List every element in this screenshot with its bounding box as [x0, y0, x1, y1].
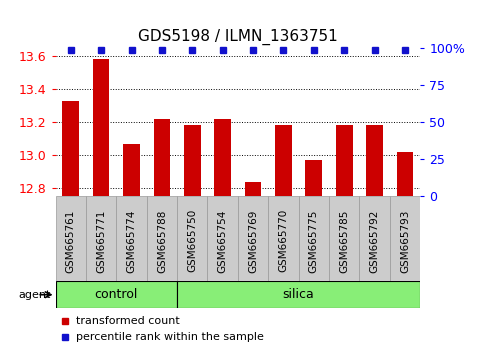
Bar [56, 196, 86, 281]
Text: GSM665775: GSM665775 [309, 209, 319, 273]
Text: percentile rank within the sample: percentile rank within the sample [76, 332, 264, 342]
Bar [116, 196, 147, 281]
Title: GDS5198 / ILMN_1363751: GDS5198 / ILMN_1363751 [138, 29, 338, 45]
Bar [298, 196, 329, 281]
Bar [147, 196, 177, 281]
Bar [214, 119, 231, 196]
Text: GSM665769: GSM665769 [248, 209, 258, 273]
Text: GSM665754: GSM665754 [218, 209, 227, 273]
Bar [177, 281, 420, 308]
Bar [123, 144, 140, 196]
Text: silica: silica [283, 288, 314, 301]
Text: GSM665774: GSM665774 [127, 209, 137, 273]
Text: GSM665792: GSM665792 [369, 209, 380, 273]
Bar [275, 125, 292, 196]
Text: agent: agent [18, 290, 51, 300]
Text: transformed count: transformed count [76, 316, 179, 326]
Bar [366, 125, 383, 196]
Bar [329, 196, 359, 281]
Text: GSM665771: GSM665771 [96, 209, 106, 273]
Bar [359, 196, 390, 281]
Bar [177, 196, 208, 281]
Bar [390, 196, 420, 281]
Text: control: control [95, 288, 138, 301]
Bar [336, 125, 353, 196]
Bar [62, 101, 79, 196]
Text: GSM665785: GSM665785 [339, 209, 349, 273]
Bar [184, 125, 200, 196]
Text: GSM665761: GSM665761 [66, 209, 76, 273]
Text: GSM665793: GSM665793 [400, 209, 410, 273]
Text: GSM665770: GSM665770 [279, 209, 288, 273]
Bar [56, 281, 177, 308]
Bar [268, 196, 298, 281]
Text: GSM665750: GSM665750 [187, 209, 197, 273]
Bar [245, 182, 261, 196]
Bar [305, 160, 322, 196]
Text: GSM665788: GSM665788 [157, 209, 167, 273]
Bar [208, 196, 238, 281]
Bar [238, 196, 268, 281]
Bar [397, 152, 413, 196]
Bar [86, 196, 116, 281]
Bar [93, 59, 110, 196]
Bar [154, 119, 170, 196]
